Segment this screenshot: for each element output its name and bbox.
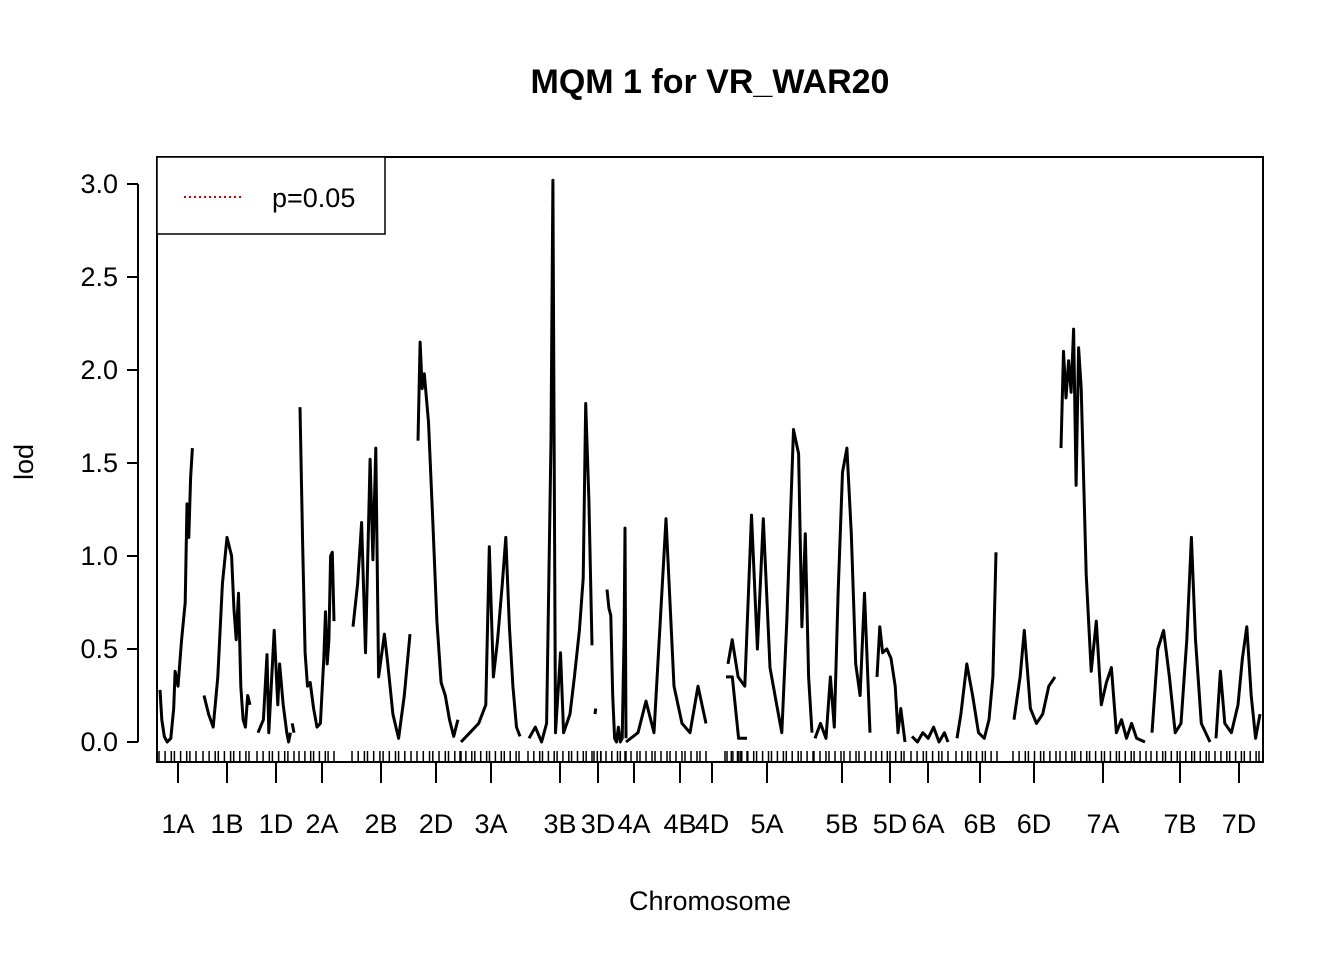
y-tick-label: 2.5 [80, 262, 118, 292]
chart-title: MQM 1 for VR_WAR20 [531, 63, 890, 101]
x-tick-label: 4A [617, 809, 650, 839]
lod-line-5D [875, 625, 907, 743]
x-tick-label: 1A [161, 809, 194, 839]
y-tick-label: 3.0 [80, 169, 118, 199]
lod-line-5A [726, 428, 814, 735]
marker-rug [158, 751, 1260, 762]
x-tick-label: 7B [1163, 809, 1196, 839]
y-tick-label: 0.5 [80, 634, 118, 664]
x-tick-label: 1B [210, 809, 243, 839]
y-axis-label: lod [9, 444, 39, 480]
y-axis: 0.0 0.5 1.0 1.5 2.0 2.5 3.0 [80, 169, 139, 757]
x-tick-label: 3D [581, 809, 616, 839]
x-tick-label: 5B [825, 809, 858, 839]
x-tick-label: 3B [543, 809, 576, 839]
x-tick-label: 5D [873, 809, 908, 839]
legend: p=0.05 [156, 156, 386, 235]
y-tick-label: 1.0 [80, 541, 118, 571]
lod-line-7A [1059, 327, 1146, 744]
lod-line-4B [625, 517, 708, 744]
lod-line-6B [955, 552, 998, 740]
x-tick-label: 4B [663, 809, 696, 839]
lod-lines [158, 178, 1262, 744]
x-tick-label: 5A [750, 809, 783, 839]
y-tick-label: 2.0 [80, 355, 118, 385]
lod-line-6A [910, 725, 950, 744]
lod-line-1D [256, 628, 292, 744]
lod-line-3B [527, 178, 594, 744]
x-tick-label: 6B [963, 809, 996, 839]
y-tick-label: 0.0 [80, 727, 118, 757]
lod-line-4D [726, 675, 747, 740]
lod-line-1B [202, 535, 252, 729]
lod-line-7B [1150, 535, 1212, 743]
lod-line-6D [1012, 628, 1057, 725]
x-tick-label: 6D [1017, 809, 1052, 839]
x-tick-label: 2A [305, 809, 338, 839]
x-tick-label: 2B [364, 809, 397, 839]
x-tick-label: 4D [695, 809, 730, 839]
lod-line-4A [605, 526, 628, 744]
lod-line-3A [459, 535, 522, 744]
legend-entry-label: p=0.05 [272, 183, 355, 213]
lod-line-1A [158, 448, 194, 744]
lod-line-7D [1214, 625, 1262, 740]
x-tick-label: 1D [259, 809, 294, 839]
lod-line-5B [813, 446, 872, 740]
x-tick-label: 7D [1222, 809, 1257, 839]
x-tick-label: 2D [419, 809, 454, 839]
lod-line-3D [593, 708, 598, 715]
x-axis-label: Chromosome [629, 886, 791, 916]
x-tick-label: 7A [1086, 809, 1119, 839]
legend-box [156, 156, 386, 235]
lod-line-2B [351, 446, 412, 740]
x-tick-label: 3A [474, 809, 507, 839]
x-tick-label: 6A [911, 809, 944, 839]
lod-line-2D [416, 340, 460, 738]
lod-line-1D [290, 723, 296, 733]
y-tick-label: 1.5 [80, 448, 118, 478]
lod-line-2A [298, 407, 336, 729]
